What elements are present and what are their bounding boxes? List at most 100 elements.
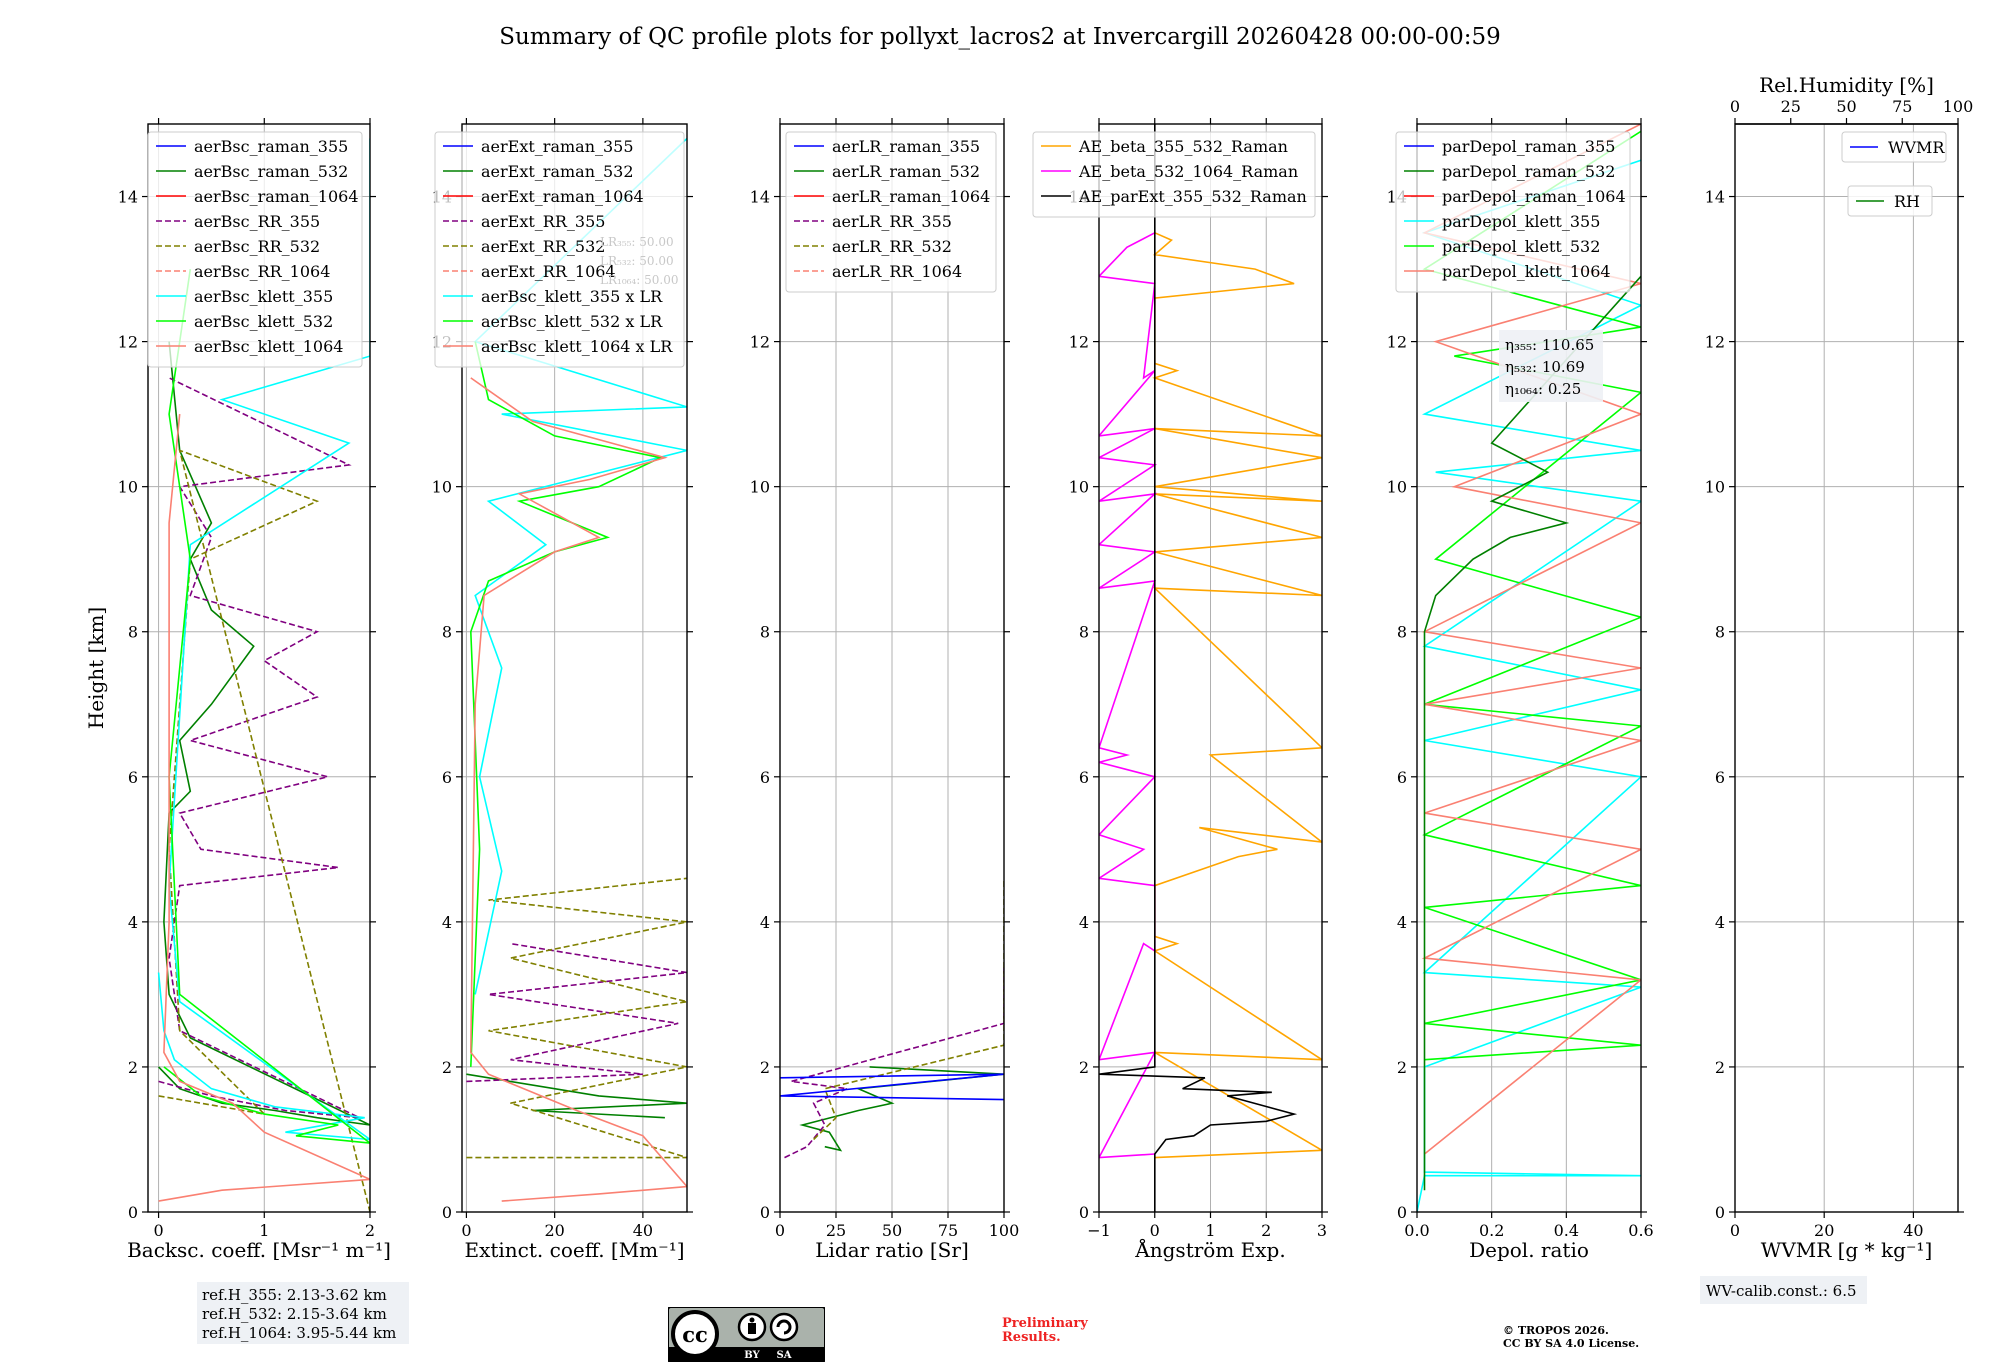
y-tick-label: 12 — [1387, 333, 1407, 352]
x-tick-label: 0.2 — [1479, 1221, 1504, 1240]
legend-entry: AE_parExt_355_532_Raman — [1078, 187, 1307, 206]
y-tick-label: 10 — [118, 478, 138, 497]
legend-entry: aerBsc_raman_532 — [194, 162, 348, 181]
y-tick-label: 2 — [1715, 1058, 1725, 1077]
x-tick-label: 20 — [1814, 1221, 1834, 1240]
y-tick-label: 2 — [128, 1058, 138, 1077]
y-tick-label: 6 — [1079, 768, 1089, 787]
y-tick-label: 8 — [760, 623, 770, 642]
y-tick-label: 8 — [1079, 623, 1089, 642]
copyright-line-2: CC BY SA 4.0 License. — [1503, 1337, 1639, 1350]
legend-entry: parDepol_klett_1064 — [1442, 262, 1611, 281]
y-tick-label: 0 — [128, 1203, 138, 1222]
x-tick-label: 2 — [1261, 1221, 1271, 1240]
y-tick-label: 4 — [1715, 913, 1725, 932]
cc-by-sa-badge: cc BY SA — [667, 1306, 826, 1363]
x-tick-label: 0.6 — [1628, 1221, 1653, 1240]
y-tick-label: 0 — [760, 1203, 770, 1222]
x-tick-label: 50 — [882, 1221, 902, 1240]
x2-tick-label: 50 — [1836, 97, 1856, 116]
x-tick-label: −1 — [1087, 1221, 1111, 1240]
series-aerBsc_klett_1064 x LR — [469, 377, 687, 1202]
ref-height-box — [197, 1282, 409, 1344]
legend-entry: aerLR_raman_1064 — [832, 187, 990, 206]
x2-tick-label: 100 — [1943, 97, 1974, 116]
series-aerBsc_klett_355 — [157, 138, 370, 1141]
legend-entry: aerBsc_raman_1064 — [194, 187, 359, 206]
x-axis-label: Extinct. coeff. [Mm⁻¹] — [464, 1238, 684, 1262]
y-tick-label: 8 — [442, 623, 452, 642]
y-tick-label: 4 — [442, 913, 452, 932]
series-aerBsc_RR_355 — [158, 377, 360, 1119]
ref-height-text: ref.H_355: 2.13-3.62 km — [202, 1286, 387, 1304]
legend-entry: RH — [1894, 192, 1920, 211]
y-tick-label: 8 — [1715, 623, 1725, 642]
legend-entry: aerBsc_RR_532 — [194, 237, 320, 256]
x-tick-label: 0 — [775, 1221, 785, 1240]
x2-axis-label: Rel.Humidity [%] — [1759, 73, 1934, 97]
series-aerBsc_klett_532 — [163, 268, 370, 1144]
eta-box — [1499, 330, 1603, 402]
series-aerBsc_klett_1064 — [158, 414, 370, 1202]
legend-depol: parDepol_raman_355 parDepol_raman_532 parD… — [1395, 131, 1631, 293]
legend-entry: parDepol_klett_532 — [1442, 237, 1600, 256]
legend-entry: aerBsc_klett_355 — [194, 287, 333, 306]
legend-entry: aerLR_RR_532 — [832, 237, 952, 256]
lr-overlay-text: LR₃₅₅: 50.00 — [600, 235, 674, 249]
y-tick-label: 14 — [750, 188, 770, 207]
series-aerLR_RR_532 — [813, 878, 1004, 1141]
x-tick-label: 3 — [1317, 1221, 1327, 1240]
x2-tick-label: 25 — [1781, 97, 1801, 116]
preliminary-line-2: Results. — [1002, 1330, 1061, 1345]
x-tick-label: 1 — [1205, 1221, 1215, 1240]
y-tick-label: 2 — [1079, 1058, 1089, 1077]
sa-icon — [769, 1312, 799, 1342]
legend-entry: aerBsc_RR_1064 — [194, 262, 330, 281]
legend-entry: aerLR_raman_355 — [832, 137, 980, 156]
y-tick-label: 0 — [1079, 1203, 1089, 1222]
y-tick-label: 4 — [128, 913, 138, 932]
series-aerExt_raman_532 — [466, 1073, 687, 1119]
legend-entry: WVMR — [1888, 138, 1945, 157]
y-tick-label: 2 — [442, 1058, 452, 1077]
series-parDepol_raman_532 — [1423, 275, 1641, 1191]
x-tick-label: 0.4 — [1554, 1221, 1579, 1240]
x-tick-label: 0.0 — [1404, 1221, 1429, 1240]
x2-tick-label: 75 — [1892, 97, 1912, 116]
wv-calib-box — [1700, 1276, 1867, 1304]
x-tick-label: 1 — [259, 1221, 269, 1240]
panel-lidar_ratio: 0 25 50 75 100 0 2 4 6 8 10 12 14 Lidar ratio [Sr] aer… — [750, 118, 1020, 1262]
y-tick-label: 10 — [1705, 478, 1725, 497]
x-axis-label: Depol. ratio — [1469, 1238, 1589, 1262]
panel-depol: 0.00.20.40.602468101214Depol. ratioparDe… — [1387, 118, 1654, 1262]
y-tick-label: 8 — [1397, 623, 1407, 642]
legend-entry: parDepol_raman_355 — [1442, 137, 1615, 156]
ref-height-text: ref.H_532: 2.15-3.64 km — [202, 1305, 387, 1323]
x-tick-label: 2 — [365, 1221, 375, 1240]
y-tick-label: 12 — [1069, 333, 1089, 352]
axes-frame — [1734, 123, 1959, 1213]
axes-frame — [1416, 123, 1642, 1213]
x-tick-label: 100 — [989, 1221, 1020, 1240]
series-aerBsc_klett_532 x LR — [469, 341, 664, 1067]
series-AE_beta_532_1064_Raman — [1099, 232, 1158, 1159]
legend-entry: parDepol_raman_1064 — [1442, 187, 1626, 206]
legend-entry: aerBsc_klett_532 — [194, 312, 333, 331]
series-aerExt_RR_355 — [466, 942, 687, 1083]
x-axis-label: WVMR [g * kg⁻¹] — [1761, 1238, 1933, 1262]
x-tick-label: 40 — [633, 1221, 653, 1240]
series-aerExt_RR_532 — [466, 877, 687, 1159]
x-tick-label: 0 — [461, 1221, 471, 1240]
legend-lidar_ratio: aerLR_raman_355 aerLR_raman_532 aerLR_rama… — [785, 131, 997, 293]
y-tick-label: 0 — [442, 1203, 452, 1222]
y-tick-label: 6 — [760, 768, 770, 787]
series-AE_beta_355_532_Raman — [1152, 232, 1322, 1159]
y-tick-label: 14 — [1705, 188, 1725, 207]
eta-text: η₅₃₂: 10.69 — [1505, 358, 1585, 376]
y-tick-label: 6 — [128, 768, 138, 787]
x-tick-label: 20 — [544, 1221, 564, 1240]
y-tick-label: 14 — [118, 188, 138, 207]
copyright-line-1: © TROPOS 2026. — [1503, 1324, 1609, 1337]
